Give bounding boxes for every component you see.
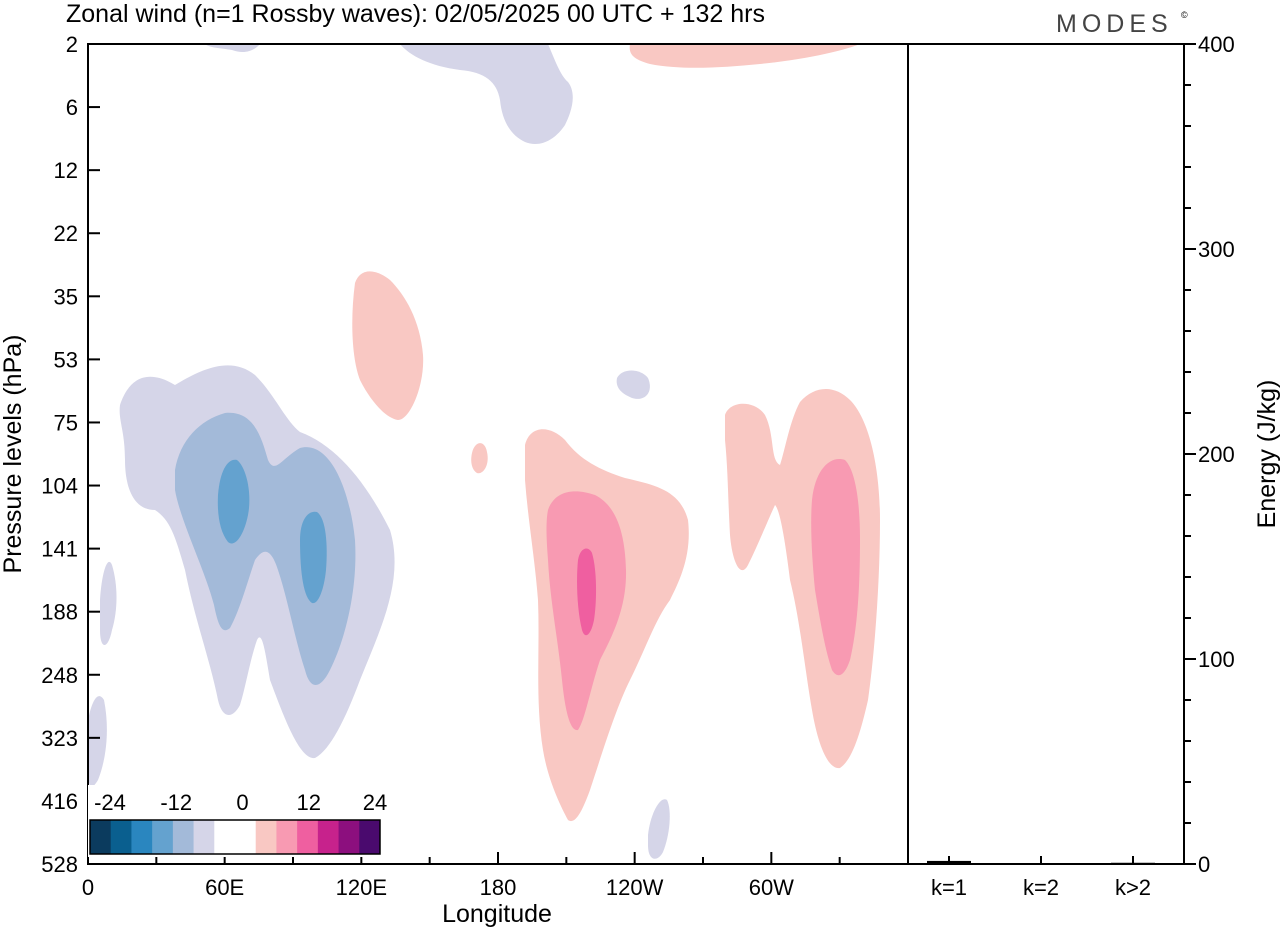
colorbar-swatch	[110, 820, 132, 854]
energy-tick-label: 0	[1198, 852, 1210, 877]
colorbar-swatch	[255, 820, 277, 854]
x-tick-label: 60E	[205, 875, 244, 900]
x-tick-label: 120W	[606, 875, 664, 900]
colorbar-labels: -24 -12 0 12 24	[88, 785, 387, 819]
energy-axis-label: Energy (J/kg)	[1253, 380, 1280, 529]
colorbar-label: 0	[236, 790, 248, 815]
chart-title: Zonal wind (n=1 Rossby waves): 02/05/202…	[66, 0, 765, 28]
colorbar-swatch	[235, 820, 257, 854]
colorbar-border	[89, 819, 381, 855]
colorbar-swatch	[131, 820, 153, 854]
contour-negative-region	[88, 696, 107, 787]
y-axis-label: Pressure levels (hPa)	[0, 335, 27, 574]
y-tick-label: 323	[41, 726, 78, 751]
energy-tick-label: 200	[1198, 442, 1235, 467]
contour-negative-region	[100, 561, 117, 645]
contour-negative-region	[400, 44, 573, 145]
colorbar-swatch	[297, 820, 319, 854]
colorbar-label: 12	[297, 790, 321, 815]
y-tick-label: 53	[54, 347, 78, 372]
y-tick-label: 104	[41, 474, 78, 499]
colorbar-legend: -24 -12 0 12 24	[88, 785, 387, 857]
contour-negative-region	[648, 799, 670, 859]
y-tick-label: 416	[41, 789, 78, 814]
contour-field	[88, 44, 880, 859]
y-tick-label: 141	[41, 537, 78, 562]
y-axis: 2 6 12 22 35 53 75 104 141 188 248 323 416 528	[41, 32, 100, 877]
colorbar-swatch	[172, 820, 195, 854]
x-axis-label: Longitude	[442, 900, 552, 928]
contour-negative-region	[217, 459, 250, 544]
colorbar-label-backdrop	[88, 785, 382, 819]
colorbar-swatch	[359, 820, 381, 854]
x-tick-label: 60W	[749, 875, 794, 900]
y-tick-label: 12	[54, 158, 78, 183]
colorbar-swatch	[317, 820, 340, 854]
colorbar-label: 24	[363, 790, 387, 815]
y-tick-label: 248	[41, 663, 78, 688]
contour-negative-region	[205, 44, 260, 53]
y-tick-label: 35	[54, 284, 78, 309]
energy-tick-label: 400	[1198, 32, 1235, 57]
bar-category-label: k=2	[1023, 875, 1059, 900]
contour-negative-region	[616, 370, 650, 399]
y-tick-label: 22	[54, 221, 78, 246]
energy-axis: 0 100 200 300 400	[1184, 32, 1235, 877]
colorbar-swatch	[338, 820, 360, 854]
colorbar-swatches	[88, 819, 382, 857]
y-tick-label: 528	[41, 852, 78, 877]
contour-positive-region	[811, 459, 860, 676]
energy-bar	[1019, 863, 1063, 865]
colorbar-swatch	[90, 820, 112, 854]
y-tick-label: 188	[41, 600, 78, 625]
colorbar-swatch	[276, 820, 298, 854]
y-tick-label: 2	[66, 32, 78, 57]
x-axis: 0 60E 120E 180 120W 60W	[82, 852, 841, 900]
contour-positive-region	[352, 271, 424, 420]
contour-positive-region	[471, 443, 488, 474]
colorbar-label: -12	[160, 790, 192, 815]
x-tick-label: 120E	[336, 875, 387, 900]
energy-tick-label: 100	[1198, 647, 1235, 672]
x-tick-label: 0	[82, 875, 94, 900]
x-tick-label: 180	[480, 875, 517, 900]
y-tick-label: 6	[66, 95, 78, 120]
colorbar-swatch	[193, 820, 215, 854]
contour-positive-region	[629, 44, 860, 68]
bar-category-label: k>2	[1115, 875, 1151, 900]
contour-positive-region	[577, 548, 597, 636]
brand-logo: MODES	[1056, 10, 1173, 38]
y-tick-label: 75	[54, 410, 78, 435]
contour-negative-region	[300, 511, 327, 604]
bar-category-label: k=1	[931, 875, 967, 900]
colorbar-swatch	[152, 820, 174, 854]
energy-tick-label: 300	[1198, 237, 1235, 262]
colorbar-label: -24	[94, 790, 126, 815]
brand-trademark: ©	[1181, 10, 1188, 20]
energy-bars: k=1 k=2 k>2	[927, 856, 1155, 900]
colorbar-swatch	[214, 820, 236, 854]
